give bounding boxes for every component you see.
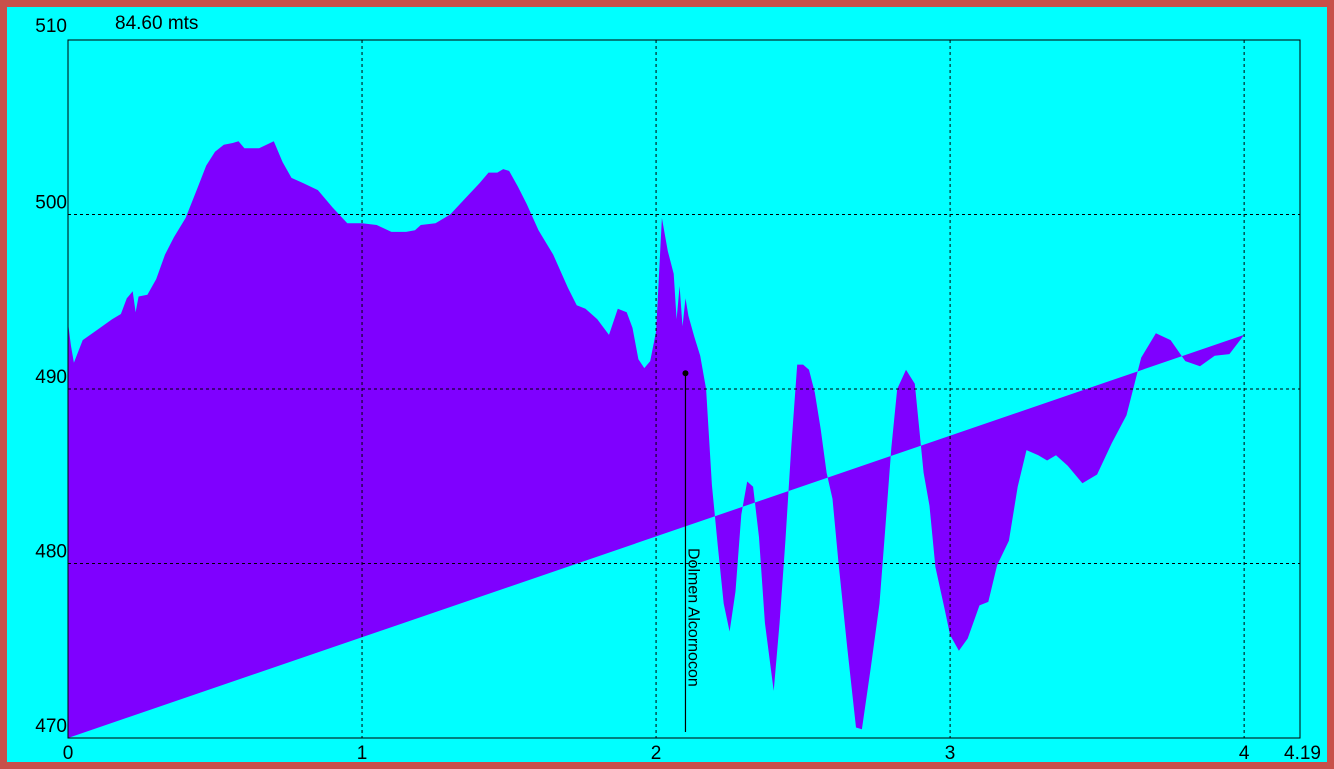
x-tick-label-4: 4 <box>1239 743 1250 762</box>
grid-lines <box>68 40 1300 738</box>
tick-labels: 0 1 2 3 4 4.19 470 480 490 500 510 <box>35 16 1321 762</box>
x-tick-label-4.19: 4.19 <box>1284 743 1321 762</box>
x-tick-label-2: 2 <box>651 743 662 762</box>
y-tick-label-470: 470 <box>35 716 67 737</box>
elevation-chart: 0 1 2 3 4 4.19 470 480 490 500 510 84.60 mts Dolme… <box>35 13 1321 762</box>
x-tick-label-3: 3 <box>945 743 956 762</box>
y-tick-label-480: 480 <box>35 542 67 563</box>
max-elevation-label: 84.60 mts <box>115 13 198 34</box>
y-tick-label-500: 500 <box>35 193 67 214</box>
plot-border <box>67 39 1301 739</box>
x-tick-label-1: 1 <box>357 743 368 762</box>
waypoint-label: Dolmen Alcornocon <box>684 548 701 687</box>
chart-frame: 0 1 2 3 4 4.19 470 480 490 500 510 84.60 mts Dolme… <box>7 7 1327 762</box>
waypoint-marker <box>682 370 689 377</box>
y-tick-label-510: 510 <box>35 16 67 37</box>
waypoints: Dolmen Alcornocon <box>682 370 701 732</box>
x-tick-label-0: 0 <box>63 743 74 762</box>
y-tick-label-490: 490 <box>35 367 67 388</box>
